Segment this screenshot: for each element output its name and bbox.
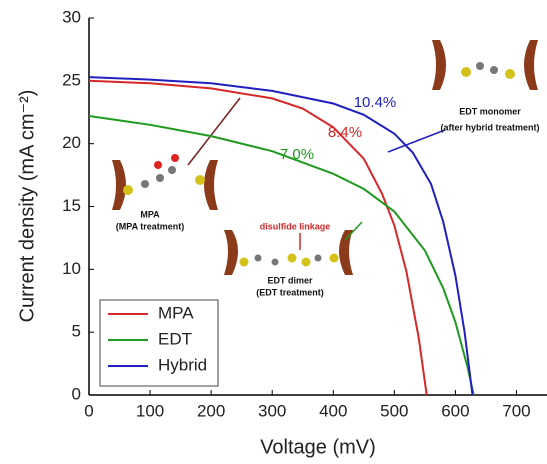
legend-box <box>99 299 219 387</box>
annotation: EDT dimer <box>267 275 313 285</box>
annotation: disulfide linkage <box>260 221 331 231</box>
annotation: MPA <box>140 209 160 219</box>
x-tick-label: 500 <box>380 401 408 420</box>
legend-label: Hybrid <box>158 355 207 374</box>
x-tick-label: 400 <box>319 401 347 420</box>
y-tick-label: 0 <box>72 384 81 403</box>
y-tick-label: 10 <box>62 259 81 278</box>
annotation: (MPA treatment) <box>116 221 185 231</box>
molecule-art <box>112 40 538 275</box>
y-axis-title: Current density (mA cm⁻²) <box>16 90 38 323</box>
annotation: 7.0% <box>280 146 314 163</box>
line <box>88 76 474 396</box>
x-tick-label: 300 <box>258 401 286 420</box>
x-tick-label: 200 <box>197 401 225 420</box>
y-tick-label: 15 <box>62 196 81 215</box>
x-tick-label: 100 <box>136 401 164 420</box>
annotation: (EDT treatment) <box>256 287 324 297</box>
y-tick-label: 30 <box>62 7 81 26</box>
y-tick-label: 5 <box>72 322 81 341</box>
y-tick-label: 25 <box>62 70 81 89</box>
annotation: (after hybrid treatment) <box>440 122 539 132</box>
annotation: 10.4% <box>354 94 397 111</box>
annotation: 8.4% <box>328 124 362 141</box>
legend-label: MPA <box>158 303 194 322</box>
annotation: EDT monomer <box>459 106 521 116</box>
y-tick-label: 20 <box>62 133 81 152</box>
x-tick-label: 700 <box>502 401 530 420</box>
legend-label: EDT <box>158 329 192 348</box>
line <box>88 115 475 396</box>
line <box>88 79 428 396</box>
x-axis-title: Voltage (mV) <box>260 436 376 458</box>
x-tick-label: 0 <box>84 401 93 420</box>
x-tick-label: 600 <box>441 401 469 420</box>
